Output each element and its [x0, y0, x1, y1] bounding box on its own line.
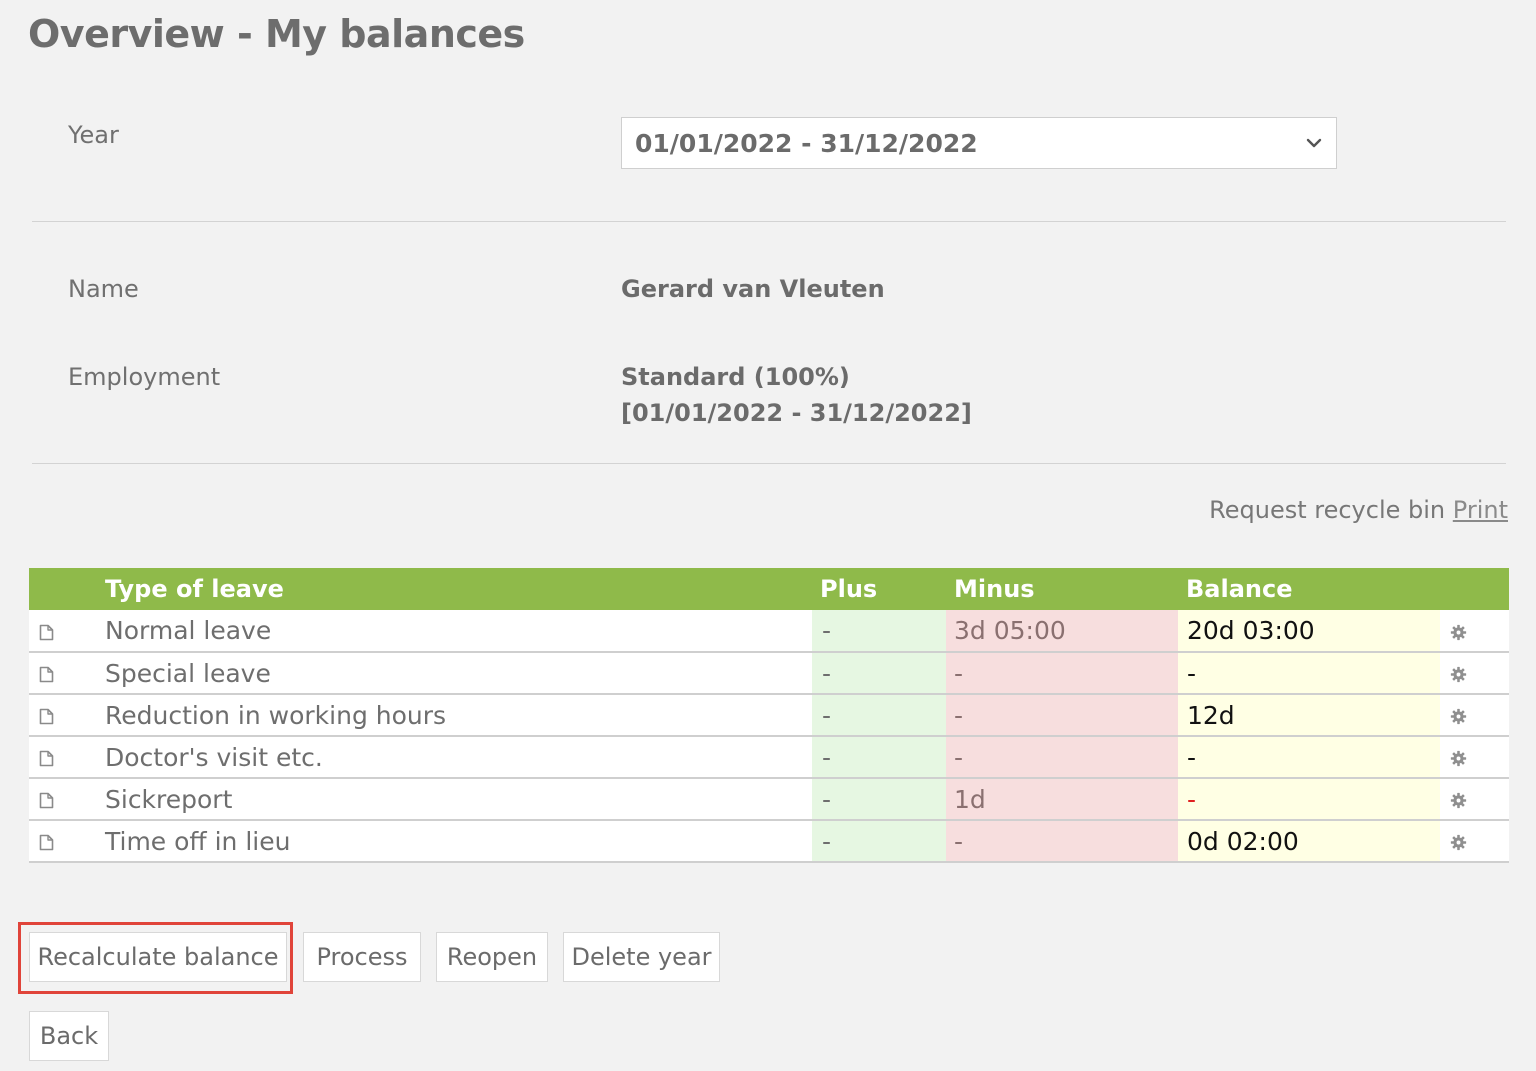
- page-title: Overview - My balances: [28, 12, 525, 56]
- table-row: Normal leave -3d 05:00 20d 03:00: [29, 610, 1509, 653]
- gear-icon: [1450, 666, 1467, 683]
- row-document-button[interactable]: [29, 652, 97, 695]
- row-document-button[interactable]: [29, 610, 97, 653]
- table-row: Doctor's visit etc. - - -: [29, 736, 1509, 779]
- row-balance: 12d: [1178, 694, 1440, 737]
- row-plus: -: [812, 820, 946, 863]
- row-document-button[interactable]: [29, 736, 97, 779]
- row-balance: -: [1178, 778, 1440, 821]
- row-minus: -: [946, 736, 1178, 779]
- year-label: Year: [68, 121, 119, 149]
- reopen-button[interactable]: Reopen: [436, 932, 548, 982]
- request-recycle-bin-link[interactable]: Request recycle bin: [1209, 496, 1446, 524]
- name-value: Gerard van Vleuten: [621, 275, 885, 303]
- row-type-of-leave: Doctor's visit etc.: [97, 736, 812, 779]
- document-icon: [39, 708, 54, 725]
- gear-icon: [1450, 792, 1467, 809]
- row-document-button[interactable]: [29, 694, 97, 737]
- employment-value: Standard (100%) [01/01/2022 - 31/12/2022…: [621, 359, 972, 431]
- row-balance: 0d 02:00: [1178, 820, 1440, 863]
- row-plus: -: [812, 778, 946, 821]
- row-minus: -: [946, 694, 1178, 737]
- document-icon: [39, 666, 54, 683]
- row-document-button[interactable]: [29, 820, 97, 863]
- gear-icon: [1450, 750, 1467, 767]
- print-link[interactable]: Print: [1452, 496, 1508, 524]
- row-minus: -: [946, 820, 1178, 863]
- row-type-of-leave: Sickreport: [97, 778, 812, 821]
- row-document-button[interactable]: [29, 778, 97, 821]
- employment-type: Standard (100%): [621, 363, 850, 391]
- row-minus: 3d 05:00: [946, 610, 1178, 653]
- employment-period: [01/01/2022 - 31/12/2022]: [621, 399, 972, 427]
- back-button[interactable]: Back: [29, 1011, 109, 1061]
- document-icon: [39, 834, 54, 851]
- row-settings-button[interactable]: [1440, 820, 1509, 863]
- recalculate-balance-button[interactable]: Recalculate balance: [29, 932, 287, 982]
- row-balance: 20d 03:00: [1178, 610, 1440, 653]
- header-minus: Minus: [946, 568, 1178, 610]
- row-settings-button[interactable]: [1440, 694, 1509, 737]
- row-plus: -: [812, 610, 946, 653]
- chevron-down-icon: [1306, 138, 1322, 148]
- header-balance: Balance: [1178, 568, 1440, 610]
- header-type-of-leave: Type of leave: [97, 568, 812, 610]
- header-plus: Plus: [812, 568, 946, 610]
- document-icon: [39, 792, 54, 809]
- row-type-of-leave: Normal leave: [97, 610, 812, 653]
- table-row: Special leave - - -: [29, 652, 1509, 695]
- row-settings-button[interactable]: [1440, 610, 1509, 653]
- row-balance: -: [1178, 652, 1440, 695]
- table-links: Request recycle bin Print: [1209, 496, 1508, 524]
- header-action-cell: [1440, 568, 1509, 610]
- row-type-of-leave: Reduction in working hours: [97, 694, 812, 737]
- gear-icon: [1450, 834, 1467, 851]
- document-icon: [39, 750, 54, 767]
- row-settings-button[interactable]: [1440, 652, 1509, 695]
- row-plus: -: [812, 694, 946, 737]
- delete-year-button[interactable]: Delete year: [563, 932, 720, 982]
- document-icon: [39, 624, 54, 640]
- year-select-value: 01/01/2022 - 31/12/2022: [635, 128, 978, 158]
- row-plus: -: [812, 736, 946, 779]
- table-row: Reduction in working hours - -12d: [29, 694, 1509, 737]
- gear-icon: [1450, 624, 1467, 640]
- table-header-row: Type of leave Plus Minus Balance: [29, 568, 1509, 610]
- row-settings-button[interactable]: [1440, 778, 1509, 821]
- row-type-of-leave: Time off in lieu: [97, 820, 812, 863]
- row-plus: -: [812, 652, 946, 695]
- divider-bottom: [32, 463, 1506, 464]
- row-minus: -: [946, 652, 1178, 695]
- gear-icon: [1450, 708, 1467, 725]
- employment-label: Employment: [68, 363, 221, 391]
- year-select[interactable]: 01/01/2022 - 31/12/2022: [621, 117, 1337, 169]
- name-label: Name: [68, 275, 139, 303]
- balances-table: Type of leave Plus Minus Balance Normal …: [29, 568, 1509, 863]
- row-type-of-leave: Special leave: [97, 652, 812, 695]
- row-balance: -: [1178, 736, 1440, 779]
- row-settings-button[interactable]: [1440, 736, 1509, 779]
- table-row: Sickreport -1d -: [29, 778, 1509, 821]
- table-row: Time off in lieu - -0d 02:00: [29, 820, 1509, 863]
- process-button[interactable]: Process: [303, 932, 421, 982]
- header-icon-cell: [29, 568, 97, 610]
- divider-top: [32, 221, 1506, 222]
- row-minus: 1d: [946, 778, 1178, 821]
